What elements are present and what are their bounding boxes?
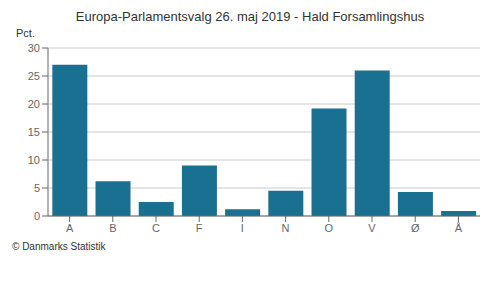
svg-text:0: 0 [34,210,40,222]
svg-text:C: C [152,222,160,234]
svg-text:25: 25 [28,70,40,82]
svg-text:15: 15 [28,126,40,138]
svg-text:5: 5 [34,182,40,194]
html-text:Europa-Parlamentsvalg 26. maj: Europa-Parlamentsvalg 26. maj 2019 - Hal… [75,9,425,24]
svg-text:I: I [241,222,244,234]
svg-text:Å: Å [455,222,463,234]
svg-text:B: B [109,222,116,234]
svg-text:20: 20 [28,98,40,110]
svg-text:N: N [282,222,290,234]
svg-text:V: V [368,222,376,234]
svg-text:F: F [196,222,203,234]
html-text:Pct.: Pct. [16,27,35,39]
svg-text:30: 30 [28,42,40,54]
html-text:© Danmarks Statistik: © Danmarks Statistik [12,241,106,252]
svg-text:O: O [325,222,334,234]
svg-text:A: A [66,222,74,234]
svg-text:Ø: Ø [411,222,420,234]
svg-text:10: 10 [28,154,40,166]
